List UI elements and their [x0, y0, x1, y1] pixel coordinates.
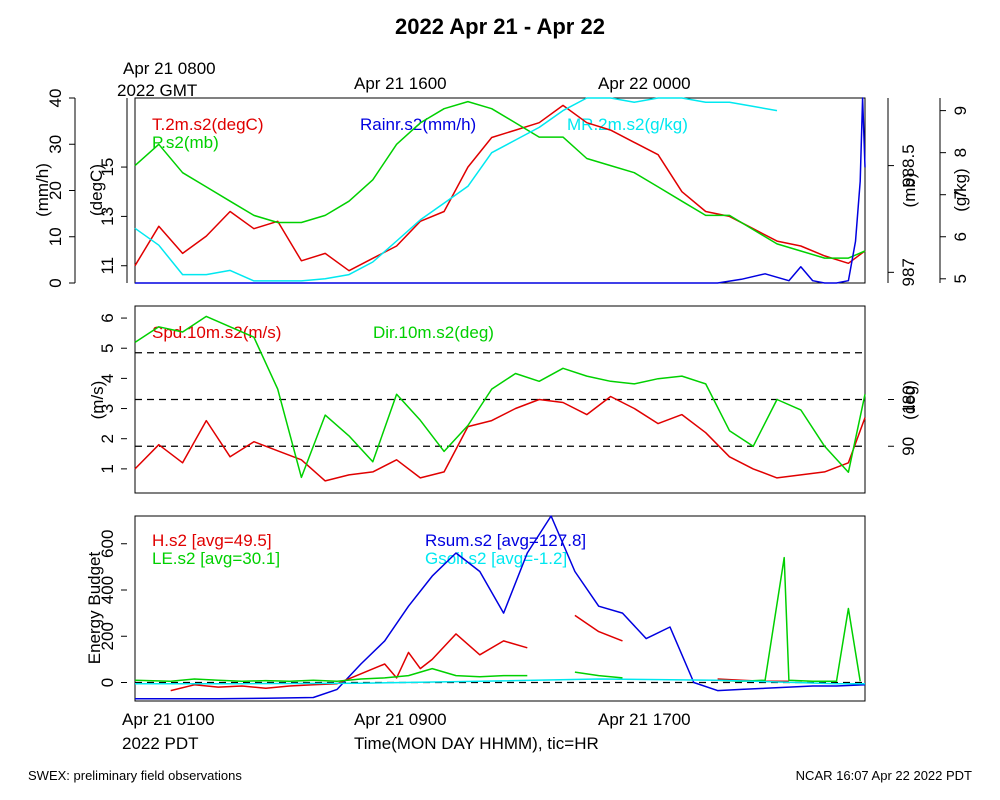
footer-source: SWEX: preliminary field observations: [28, 768, 242, 783]
tick-label-rain-2: 20: [46, 181, 65, 200]
top-time-label-3: Apr 22 0000: [598, 74, 691, 93]
axis-label-energy: Energy Budget: [85, 551, 104, 664]
bottom-time-label-3: Apr 21 1700: [598, 710, 691, 729]
tick-label-mr-4: 9: [951, 106, 970, 115]
legend-rsum: Rsum.s2 [avg=127.8]: [425, 531, 586, 550]
tick-label-spd-4: 5: [98, 343, 117, 352]
tick-label-spd-5: 6: [98, 313, 117, 322]
series-line-mr-2m-s2: [134, 97, 778, 282]
tick-label-w-1: 200: [98, 622, 117, 650]
legend-spd: Spd.10m.s2(m/s): [152, 323, 281, 342]
panel-frame-energy: [134, 515, 866, 702]
series-line-gsoil-s2: [135, 678, 865, 685]
bottom-time-label-0: Apr 21 0100: [122, 710, 215, 729]
tick-label-mr-1: 6: [951, 232, 970, 241]
tick-label-rain-0: 0: [46, 278, 65, 287]
tick-label-mr-3: 8: [951, 148, 970, 157]
tick-label-spd-3: 4: [98, 374, 117, 383]
axis-label-dir: (deg): [900, 380, 919, 420]
top-time-label-2: Apr 21 1600: [354, 74, 447, 93]
top-time-label-1: 2022 GMT: [117, 81, 197, 100]
tick-label-temp-1: 13: [98, 207, 117, 226]
tick-label-pres-1: 988.5: [899, 144, 918, 187]
tick-label-mr-0: 5: [951, 274, 970, 283]
axis-label-temp: (degC): [87, 164, 106, 216]
tick-label-temp-0: 11: [98, 257, 117, 275]
legend-dir: Dir.10m.s2(deg): [373, 323, 494, 342]
legend-gsoil: Gsoil.s2 [avg=-1.2]: [425, 549, 567, 568]
legend-pres: P.s2(mb): [152, 133, 219, 152]
tick-label-dir-1: 180: [899, 385, 918, 413]
tick-label-spd-1: 2: [98, 434, 117, 443]
tick-label-rain-4: 40: [46, 89, 65, 108]
footer-timestamp: NCAR 16:07 Apr 22 2022 PDT: [795, 768, 972, 783]
axis-label-pres: (mb): [900, 173, 919, 208]
tick-label-mr-2: 7: [951, 190, 970, 199]
series-line-spd-10m-s2: [134, 395, 866, 482]
axis-label-rain: (mm/h): [33, 163, 52, 217]
tick-label-w-2: 400: [98, 576, 117, 604]
tick-label-rain-1: 10: [46, 227, 65, 246]
series-line-rsum-s2: [135, 515, 866, 700]
tick-label-pres-0: 987: [899, 258, 918, 286]
tick-label-rain-3: 30: [46, 135, 65, 154]
plot-layer: 0 10 20 30 40 11 13 15 987 988.5 5 6 7 8 9 1 2 3 4 5 6 90 180 0…: [46, 89, 970, 700]
chart-title: 2022 Apr 21 - Apr 22: [395, 14, 605, 39]
tick-label-w-3: 600: [98, 530, 117, 558]
legend-h: H.s2 [avg=49.5]: [152, 531, 272, 550]
legend-mr: MR.2m.s2(g/kg): [567, 115, 688, 134]
legend-temp: T.2m.s2(degC): [152, 115, 263, 134]
tick-label-spd-2: 3: [98, 404, 117, 413]
series-line-dir-10m-s2: [134, 315, 866, 479]
tick-label-spd-0: 1: [98, 464, 117, 473]
top-time-label-0: Apr 21 0800: [123, 59, 216, 78]
axis-label-spd: (m/s): [88, 381, 107, 420]
legend-le: LE.s2 [avg=30.1]: [152, 549, 280, 568]
series-line-p-s2: [134, 100, 866, 259]
bottom-time-label-1: 2022 PDT: [122, 734, 199, 753]
axis-label-mr: (g/kg): [951, 168, 970, 211]
x-axis-label: Time(MON DAY HHMM), tic=HR: [354, 734, 599, 753]
series-line-rainr-s2: [135, 97, 866, 284]
tick-label-temp-2: 15: [98, 158, 117, 177]
bottom-time-label-2: Apr 21 0900: [354, 710, 447, 729]
series-line-le-s2: [134, 556, 861, 683]
tick-label-dir-0: 90: [899, 437, 918, 456]
tick-label-w-0: 0: [98, 678, 117, 687]
